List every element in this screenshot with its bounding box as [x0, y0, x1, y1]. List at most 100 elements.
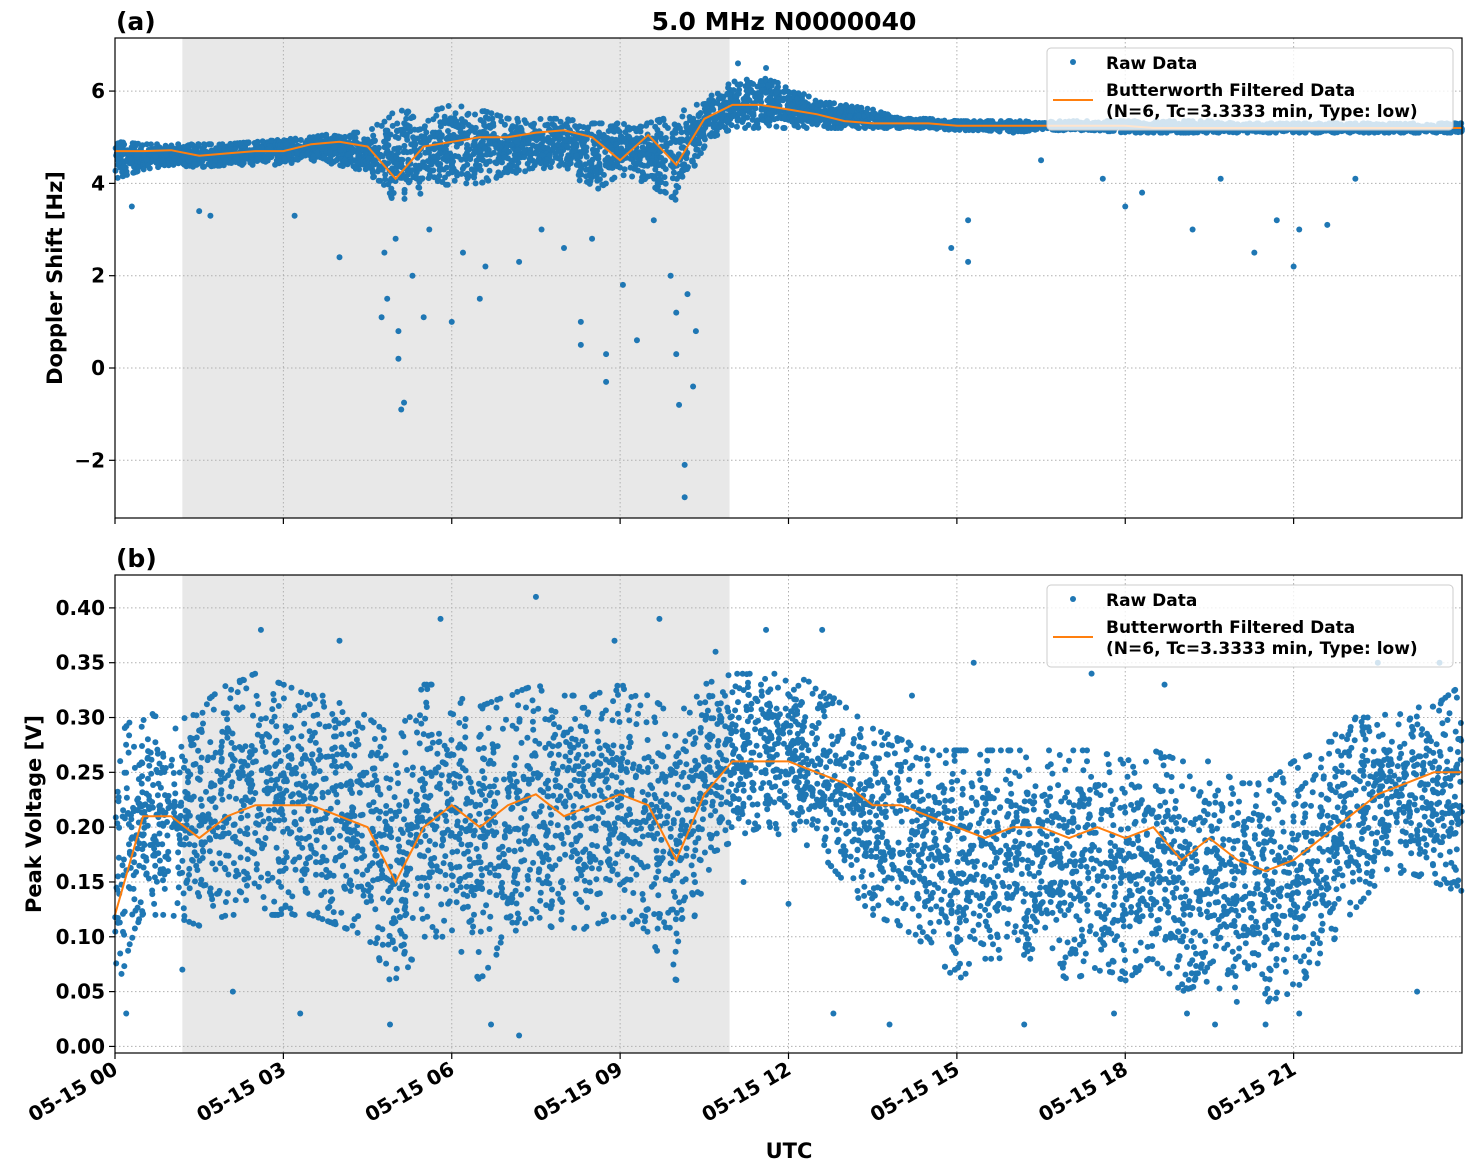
- raw-data-point: [590, 120, 597, 127]
- raw-data-point: [253, 140, 260, 147]
- raw-data-point: [208, 147, 215, 154]
- raw-data-point: [718, 114, 725, 121]
- raw-data-point: [299, 152, 306, 159]
- raw-data-point: [421, 125, 428, 132]
- chart-title: 5.0 MHz N0000040: [652, 7, 917, 36]
- raw-data-point: [630, 137, 637, 144]
- raw-data-point: [409, 167, 416, 174]
- raw-data-point: [327, 155, 333, 162]
- raw-data-point: [659, 135, 666, 142]
- raw-data-point: [443, 135, 450, 142]
- raw-data-point: [602, 134, 609, 141]
- raw-data-point: [884, 111, 891, 118]
- raw-data-point: [654, 117, 661, 124]
- raw-data-point: [655, 170, 662, 177]
- raw-data-point: [208, 141, 214, 148]
- raw-data-point: [648, 147, 655, 153]
- raw-data-point: [637, 151, 643, 158]
- raw-data-point: [140, 166, 147, 173]
- raw-data-point: [239, 161, 246, 168]
- raw-data-point: [242, 154, 249, 161]
- raw-data-point: [714, 100, 721, 106]
- raw-data-point: [794, 96, 801, 103]
- raw-data-point: [662, 122, 669, 129]
- raw-data-point: [463, 180, 470, 187]
- raw-data-point: [870, 110, 877, 117]
- raw-data-point: [758, 106, 765, 113]
- raw-data-point: [583, 153, 590, 160]
- raw-data-point: [337, 134, 344, 141]
- raw-data-point: [663, 143, 670, 150]
- raw-data-point: [371, 138, 378, 144]
- raw-data-point: [788, 118, 795, 125]
- raw-data-point: [459, 123, 466, 130]
- raw-data-point: [453, 122, 460, 129]
- raw-data-point: [436, 150, 443, 156]
- raw-data-point: [321, 153, 327, 160]
- raw-data-point: [564, 123, 571, 130]
- raw-data-point: [417, 175, 424, 182]
- raw-data-point: [676, 125, 683, 132]
- raw-data-point: [497, 113, 504, 120]
- raw-data-point: [771, 78, 778, 85]
- raw-data-point: [352, 165, 359, 172]
- raw-data-point: [734, 81, 741, 88]
- raw-data-point: [593, 173, 600, 180]
- raw-data-point: [394, 120, 401, 127]
- raw-data-point: [127, 155, 133, 162]
- raw-data-point: [758, 78, 764, 84]
- raw-data-point: [481, 130, 488, 137]
- raw-data-point: [583, 166, 589, 173]
- raw-data-point: [734, 117, 741, 124]
- raw-data-point: [835, 125, 841, 131]
- raw-data-point: [401, 174, 407, 181]
- raw-data-point: [749, 110, 756, 116]
- raw-data-point: [688, 123, 695, 130]
- raw-data-point: [314, 133, 321, 140]
- raw-data-point: [662, 180, 669, 187]
- raw-data-point: [582, 161, 589, 168]
- raw-data-point: [237, 140, 244, 147]
- raw-data-point: [369, 126, 375, 132]
- raw-data-point: [409, 113, 416, 120]
- raw-data-point: [697, 110, 704, 116]
- raw-data-point: [464, 170, 471, 177]
- raw-data-point: [679, 136, 685, 143]
- raw-data-point: [458, 103, 465, 110]
- raw-data-point: [247, 159, 254, 166]
- raw-data-point: [129, 140, 136, 147]
- raw-data-point: [319, 145, 325, 152]
- raw-data-point: [472, 180, 479, 187]
- raw-data-point: [919, 124, 926, 131]
- raw-data-point: [670, 169, 677, 176]
- raw-data-point: [562, 137, 569, 144]
- raw-data-point: [191, 161, 198, 168]
- raw-data-point: [742, 125, 749, 131]
- raw-data-point: [433, 112, 440, 119]
- raw-data-point: [201, 141, 207, 148]
- raw-data-point: [462, 152, 469, 159]
- raw-data-point: [581, 138, 588, 145]
- raw-data-point: [181, 161, 188, 168]
- raw-data-point: [477, 167, 484, 174]
- raw-data-point: [123, 171, 130, 178]
- raw-data-point: [403, 110, 410, 117]
- raw-data-point: [773, 89, 780, 96]
- raw-data-point: [575, 161, 582, 167]
- raw-data-point: [464, 146, 471, 153]
- raw-data-point: [337, 147, 344, 154]
- raw-data-point: [578, 171, 585, 178]
- raw-data-point: [870, 124, 877, 131]
- raw-data-point: [385, 142, 392, 149]
- raw-data-point: [481, 145, 488, 152]
- raw-data-point: [633, 128, 640, 135]
- raw-data-point: [714, 90, 721, 97]
- raw-data-point: [203, 148, 210, 155]
- raw-data-point: [703, 103, 710, 110]
- raw-data-point: [477, 117, 484, 123]
- raw-data-point: [406, 123, 413, 130]
- raw-data-point: [706, 97, 713, 104]
- raw-data-point: [388, 195, 395, 201]
- raw-data-point: [248, 152, 254, 158]
- raw-data-point: [424, 158, 431, 165]
